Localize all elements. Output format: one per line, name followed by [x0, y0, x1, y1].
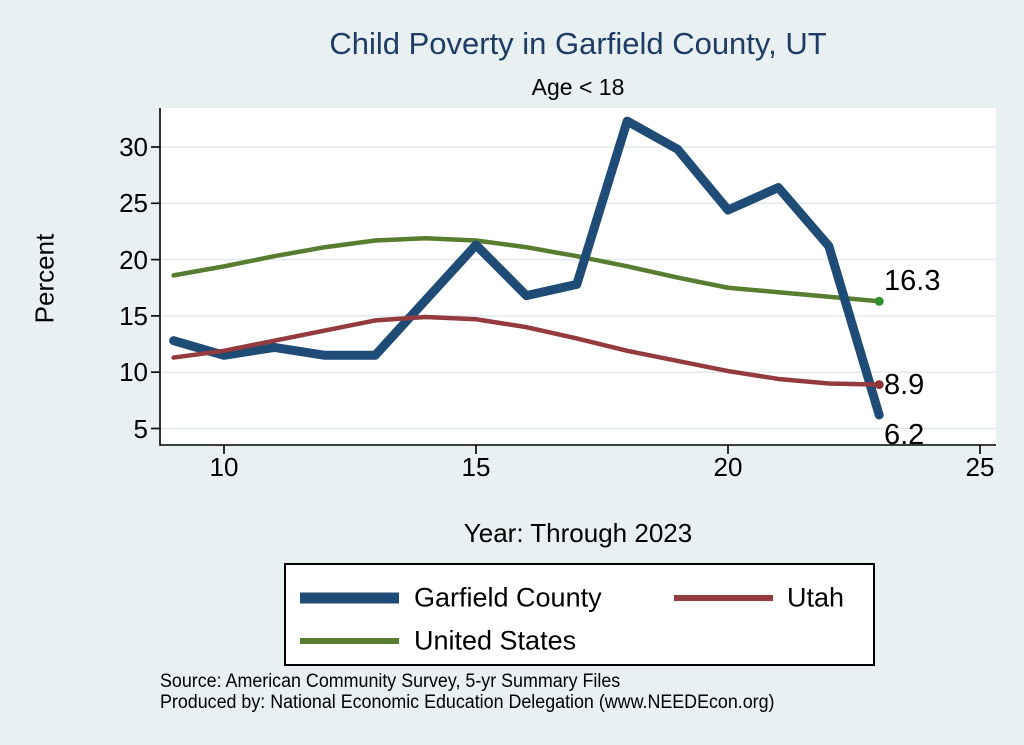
y-axis-title: Percent: [29, 233, 60, 324]
series-end-marker-utah: [874, 380, 884, 390]
axis-lines: [159, 108, 996, 446]
legend-swatch-united-states: [300, 638, 399, 644]
legend-label-garfield-county: Garfield County: [414, 582, 602, 613]
end-label-16-3: 16.3: [884, 265, 941, 298]
x-axis-title: Year: Through 2023: [463, 518, 693, 548]
x-tick-label: 10: [209, 452, 239, 482]
x-tick-label: 20: [713, 452, 743, 482]
x-tick-label: 25: [965, 452, 995, 482]
chart-subtitle: Age < 18: [531, 74, 625, 100]
source-line-2: Produced by: National Economic Education…: [160, 691, 775, 713]
source-line-1: Source: American Community Survey, 5-yr …: [160, 671, 621, 692]
y-tick-label: 30: [119, 132, 148, 162]
legend-label-utah: Utah: [787, 582, 845, 613]
end-label-6-2: 6.2: [884, 418, 925, 451]
chart-title: Child Poverty in Garfield County, UT: [329, 26, 827, 61]
y-tick-label: 15: [119, 300, 148, 331]
y-tick-label: 20: [119, 244, 148, 275]
series-line-united-states: [171, 235, 882, 304]
y-tick-label: 25: [119, 188, 148, 219]
legend-swatch-utah: [674, 595, 773, 601]
x-tick-label: 15: [461, 452, 491, 482]
series-end-marker-united-states: [874, 296, 884, 306]
legend-label-united-states: United States: [414, 625, 577, 656]
source-note: Source: American Community Survey, 5-yr …: [160, 671, 775, 713]
y-tick-label: 5: [133, 413, 148, 444]
series-line-utah: [171, 314, 882, 387]
end-label-8-9: 8.9: [884, 368, 925, 401]
series-line-garfield-county: [169, 116, 884, 420]
legend: Garfield County Utah United States: [284, 563, 875, 666]
legend-swatch-garfield-county: [300, 592, 399, 604]
y-tick-label: 10: [119, 357, 148, 388]
